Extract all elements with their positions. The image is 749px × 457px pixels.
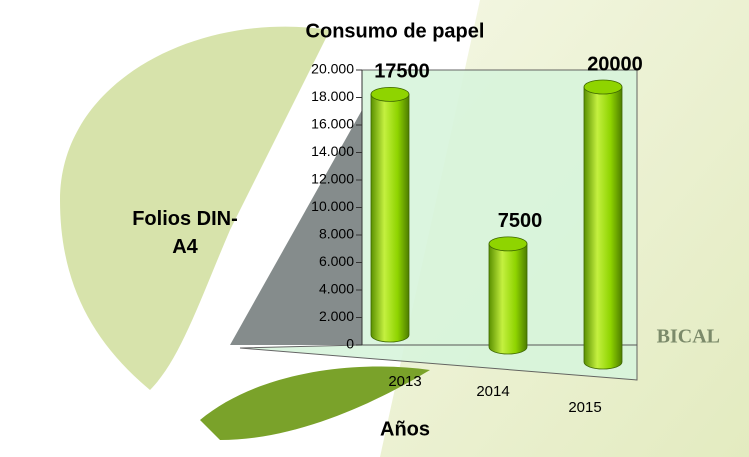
value-label: 20000 xyxy=(587,53,643,75)
y-axis-label: Folios DIN-A4 xyxy=(132,208,238,258)
y-tick-label: 12.000 xyxy=(311,171,354,187)
chart-title: Consumo de papel xyxy=(306,20,485,42)
y-tick-label: 8.000 xyxy=(319,226,354,242)
y-tick-label: 18.000 xyxy=(311,88,354,104)
logo: BICAL xyxy=(657,326,720,348)
side-wall xyxy=(230,110,362,345)
background-swoosh xyxy=(200,366,430,440)
bar xyxy=(370,86,410,343)
x-tick-label: 2014 xyxy=(476,383,509,400)
x-axis-label: Años xyxy=(380,418,430,440)
y-tick-label: 10.000 xyxy=(311,198,354,214)
x-tick-label: 2015 xyxy=(568,399,601,416)
y-axis-label-box: Folios DIN-A4 xyxy=(132,208,238,258)
bar xyxy=(583,79,623,370)
y-tick-label: 2.000 xyxy=(319,308,354,324)
x-tick-label: 2013 xyxy=(388,373,421,390)
y-tick-label: 4.000 xyxy=(319,281,354,297)
y-tick-label: 20.000 xyxy=(311,61,354,77)
y-tick-label: 0 xyxy=(346,336,354,352)
y-tick-label: 16.000 xyxy=(311,116,354,132)
value-label: 7500 xyxy=(498,210,543,232)
y-tick-label: 6.000 xyxy=(319,253,354,269)
background-swoosh xyxy=(60,26,330,390)
y-tick-label: 14.000 xyxy=(311,143,354,159)
bar xyxy=(488,236,528,355)
floor xyxy=(239,344,638,381)
value-label: 17500 xyxy=(374,61,430,83)
